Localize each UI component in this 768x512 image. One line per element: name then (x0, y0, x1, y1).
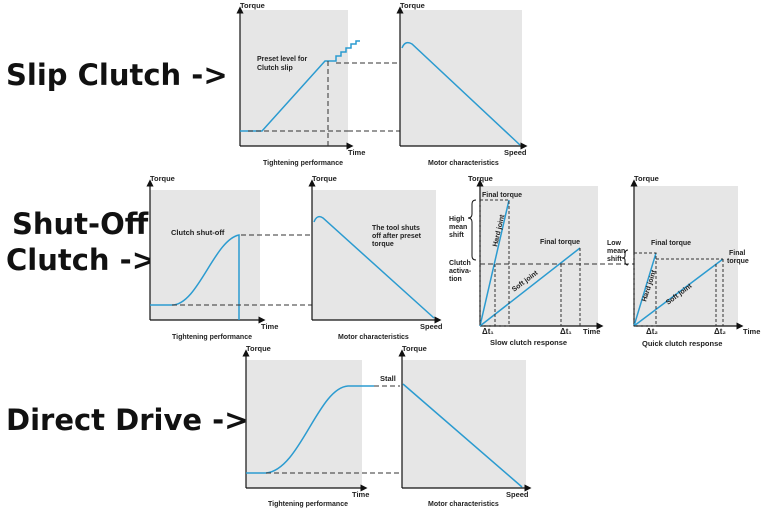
clutch-activation-1: Clutch (449, 260, 471, 267)
y-axis-label: Torque (150, 174, 175, 183)
shutoff-note-1: The tool shuts (372, 225, 420, 232)
hard-joint-line (479, 199, 510, 327)
x-axis-label: Time (583, 327, 600, 336)
slip-tightening-panel: Torque Time Tightening performance Prese… (236, 1, 365, 167)
y-axis-label: Torque (468, 174, 493, 183)
final-torque-soft-2: torque (727, 258, 749, 265)
y-axis-label: Torque (240, 1, 265, 10)
clutch-activation-3: tion (449, 276, 462, 283)
motor-curve (313, 215, 435, 319)
preset-level-annotation-1: Preset level for (257, 56, 307, 63)
y-axis-label: Torque (634, 174, 659, 183)
direct-motor-panel: Torque Speed Motor characteristics (398, 344, 532, 508)
preset-level-annotation-2: Clutch slip (257, 65, 293, 72)
direct-torque-curve (246, 385, 374, 474)
shutoff-note-3: torque (372, 241, 394, 248)
panel-caption: Tightening performance (268, 501, 348, 508)
final-torque-hard: Final torque (482, 192, 522, 199)
shutoff-tightening-panel: Torque Time Tightening performance Clutc… (146, 174, 278, 341)
low-mean-shift-3: shift (607, 256, 622, 263)
high-mean-shift-1: High (449, 216, 465, 223)
final-torque-soft: Final torque (540, 239, 580, 246)
x-axis-label: Time (348, 148, 365, 157)
x-axis-label: Time (261, 322, 278, 331)
clutch-shutoff-annotation: Clutch shut-off (171, 228, 225, 237)
direct-tightening-panel: Torque Time Tightening performance Stall (242, 344, 396, 508)
panel-caption: Quick clutch response (642, 339, 722, 348)
soft-joint-line (633, 258, 724, 327)
motor-curve (401, 41, 521, 146)
shutoff-torque-curve (150, 234, 240, 306)
delta-t2-soft: Δt₂ (714, 327, 726, 336)
quick-clutch-panel: Torque Time Quick clutch response Final … (607, 174, 760, 348)
delta-t1-hard: Δt₁ (482, 327, 494, 336)
panel-caption: Motor characteristics (428, 160, 499, 167)
soft-joint-line (479, 247, 581, 327)
slip-clutch-label: Slip Clutch -> (6, 58, 228, 92)
slow-clutch-panel: Torque Time Slow clutch response Final t… (449, 174, 604, 347)
panel-caption: Motor characteristics (428, 501, 499, 508)
y-axis-label: Torque (246, 344, 271, 353)
high-mean-shift-3: shift (449, 232, 464, 239)
panel-caption: Slow clutch response (490, 338, 567, 347)
low-mean-shift-2: mean (607, 248, 625, 255)
panel-caption: Motor characteristics (338, 334, 409, 341)
shutoff-motor-panel: Torque Speed Motor characteristics The t… (308, 174, 443, 341)
hard-joint-line (633, 252, 657, 327)
delta-t2-hard: Δt₂ (646, 327, 658, 336)
y-axis-label: Torque (400, 1, 425, 10)
low-mean-shift-1: Low (607, 240, 622, 247)
panel-caption: Tightening performance (172, 334, 252, 341)
panel-caption: Tightening performance (263, 160, 343, 167)
slip-motor-panel: Torque Speed Motor characteristics (396, 1, 528, 167)
shutoff-clutch-label-line2: Clutch -> (6, 243, 156, 277)
x-axis-label: Speed (504, 148, 527, 157)
y-axis-label: Torque (402, 344, 427, 353)
high-mean-shift-2: mean (449, 224, 467, 231)
shutoff-clutch-label-line1: Shut-Off (12, 207, 149, 241)
x-axis-label: Time (352, 490, 369, 499)
final-torque-hard: Final torque (651, 240, 691, 247)
clutch-activation-2: activa- (449, 268, 472, 275)
direct-drive-label: Direct Drive -> (6, 403, 249, 437)
final-torque-soft-1: Final (729, 250, 745, 257)
delta-t1-soft: Δt₁ (560, 327, 572, 336)
shutoff-note-2: off after preset (372, 233, 422, 240)
x-axis-label: Speed (420, 322, 443, 331)
x-axis-label: Speed (506, 490, 529, 499)
x-axis-label: Time (743, 327, 760, 336)
slip-torque-curve (240, 40, 360, 132)
y-axis-label: Torque (312, 174, 337, 183)
motor-curve (402, 383, 523, 488)
stall-annotation: Stall (380, 374, 396, 383)
